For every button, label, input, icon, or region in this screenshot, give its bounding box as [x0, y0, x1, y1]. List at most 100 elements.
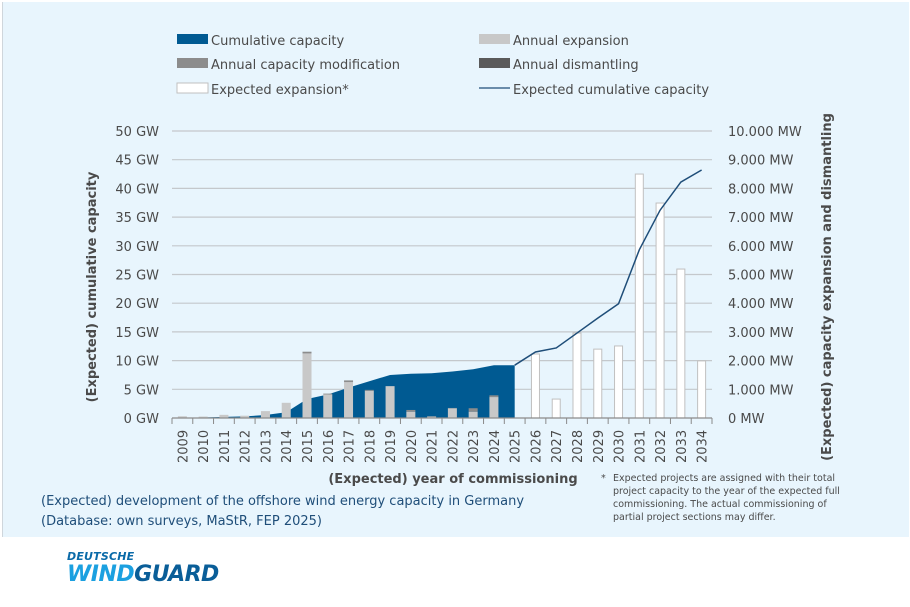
- logo-wind: WIND: [67, 562, 135, 587]
- y-right-tick-label: 10.000 MW: [728, 125, 802, 140]
- x-tick-label: 2029: [592, 430, 607, 463]
- x-tick-label: 2027: [550, 430, 565, 463]
- x-tick-label: 2028: [571, 430, 586, 463]
- y-left-tick-label: 45 GW: [115, 154, 159, 169]
- chart-svg: 0 GW 5 GW 10 GW 15 GW 20 GW 25 GW 30 GW 35 GW 40…: [85, 34, 835, 487]
- x-tick-label: 2016: [322, 430, 337, 463]
- annual-expansion-bar: [344, 382, 354, 418]
- x-tick-label: 2013: [259, 430, 274, 463]
- y-left-tick-label: 35 GW: [115, 211, 159, 226]
- legend-label: Expected expansion*: [211, 83, 349, 98]
- logo-guard: GUARD: [134, 562, 219, 587]
- x-tick-label: 2009: [176, 430, 191, 463]
- legend-label: Cumulative capacity: [211, 34, 345, 49]
- x-tick-label: 2019: [384, 430, 399, 463]
- annual-expansion-bar: [489, 397, 499, 418]
- expected-expansion-bar: [551, 398, 561, 419]
- logo-deutsche: DEUTSCHE: [67, 550, 135, 563]
- y-right-tick-label: 8.000 MW: [728, 182, 794, 197]
- annual-expansion-bar: [468, 411, 478, 418]
- y-left-tick-label: 10 GW: [115, 355, 159, 370]
- gridlines: [172, 130, 712, 390]
- y-axis-left-title: (Expected) cumulative capacity: [85, 171, 100, 402]
- x-tick-label: 2022: [446, 430, 461, 463]
- footnote: * Expected projects are assigned with th…: [601, 472, 851, 524]
- x-tick-label: 2018: [363, 430, 378, 463]
- expected-expansion-bar: [655, 202, 665, 419]
- y-right-tick-label: 3.000 MW: [728, 326, 794, 341]
- x-tick-label: 2033: [675, 430, 690, 463]
- capacity-modification-bar: [406, 409, 416, 412]
- y-left-tick-label: 30 GW: [115, 240, 159, 255]
- x-tick-label: 2034: [696, 430, 711, 463]
- legend-swatch: [177, 34, 208, 44]
- capacity-modification-bar: [364, 389, 374, 391]
- legend-label: Annual dismantling: [513, 58, 639, 73]
- expected-expansion-bar: [614, 345, 624, 419]
- capacity-modification-bar: [489, 395, 499, 398]
- y-right-tick-label: 2.000 MW: [728, 355, 794, 370]
- capacity-modification-bar: [323, 393, 333, 395]
- annual-expansion-bar: [427, 416, 437, 418]
- x-tick-label: 2025: [509, 430, 524, 463]
- legend-swatch: [479, 34, 510, 44]
- x-tick-label: 2031: [633, 430, 648, 463]
- x-tick-label: 2020: [405, 430, 420, 463]
- annual-expansion-bar: [447, 408, 457, 418]
- y-right-tick-label: 9.000 MW: [728, 154, 794, 169]
- capacity-modification-bar: [302, 351, 312, 354]
- y-right-tick-label: 0 MW: [728, 412, 765, 427]
- expected-expansion-bar: [697, 360, 707, 419]
- y-left-tick-label: 25 GW: [115, 269, 159, 284]
- legend-swatch-outline: [176, 82, 209, 94]
- x-tick-label: 2032: [654, 430, 669, 463]
- x-tick-label: 2010: [197, 430, 212, 463]
- y-right-tick-label: 6.000 MW: [728, 240, 794, 255]
- annual-expansion-bar: [177, 416, 187, 418]
- legend-swatch: [177, 58, 208, 68]
- annual-expansion-bar: [385, 386, 395, 418]
- chart-panel: 0 GW 5 GW 10 GW 15 GW 20 GW 25 GW 30 GW 35 GW 40…: [2, 2, 909, 537]
- axes: 0 GW 5 GW 10 GW 15 GW 20 GW 25 GW 30 GW 35 GW 40…: [115, 125, 801, 463]
- annual-expansion-bar: [281, 402, 291, 418]
- x-tick-label: 2017: [343, 430, 358, 463]
- x-axis-title: (Expected) year of commissioning: [328, 472, 577, 487]
- y-left-tick-label: 50 GW: [115, 125, 159, 140]
- y-left-tick-label: 15 GW: [115, 326, 159, 341]
- annual-expansion-bar: [260, 411, 270, 418]
- legend-label: Annual capacity modification: [211, 58, 400, 73]
- y-right-tick-label: 1.000 MW: [728, 383, 794, 398]
- expected-expansion-bar: [530, 353, 540, 419]
- legend-label: Annual expansion: [513, 34, 629, 49]
- y-left-tick-label: 0 GW: [124, 412, 159, 427]
- x-tick-label: 2015: [301, 430, 316, 463]
- capacity-modification-bar: [468, 408, 478, 412]
- legend-swatch: [479, 58, 510, 68]
- expected-expansion-bar: [634, 173, 644, 419]
- y-left-tick-label: 5 GW: [124, 383, 159, 398]
- x-tick-label: 2023: [467, 430, 482, 463]
- expected-expansion-bar: [676, 268, 686, 419]
- caption-title: (Expected) development of the offshore w…: [41, 494, 525, 509]
- y-left-tick-label: 40 GW: [115, 182, 159, 197]
- expected-expansion-bar: [572, 332, 582, 419]
- expected-line-layer: [514, 169, 702, 366]
- annual-expansion-bar: [323, 394, 333, 418]
- annual-expansion-bar: [198, 416, 208, 418]
- y-left-tick-label: 20 GW: [115, 297, 159, 312]
- x-tick-label: 2021: [426, 430, 441, 463]
- x-tick-label: 2012: [239, 430, 254, 463]
- annual-expansion-bar: [364, 390, 374, 418]
- annual-expansion-bar: [302, 353, 312, 418]
- chart-caption: (Expected) development of the offshore w…: [41, 492, 524, 532]
- x-tick-label: 2011: [218, 430, 233, 463]
- bars-layer: [177, 173, 707, 419]
- legend-label: Expected cumulative capacity: [513, 83, 709, 98]
- footnote-text: Expected projects are assigned with thei…: [613, 473, 840, 523]
- y-right-tick-label: 7.000 MW: [728, 211, 794, 226]
- expected-cumulative-line: [514, 169, 702, 366]
- expected-expansion-bar: [593, 348, 603, 419]
- y-axis-right-title: (Expected) capacity expansion and disman…: [820, 113, 835, 461]
- legend: Cumulative capacity Annual expansion Annua…: [176, 34, 709, 98]
- x-tick-label: 2014: [280, 430, 295, 463]
